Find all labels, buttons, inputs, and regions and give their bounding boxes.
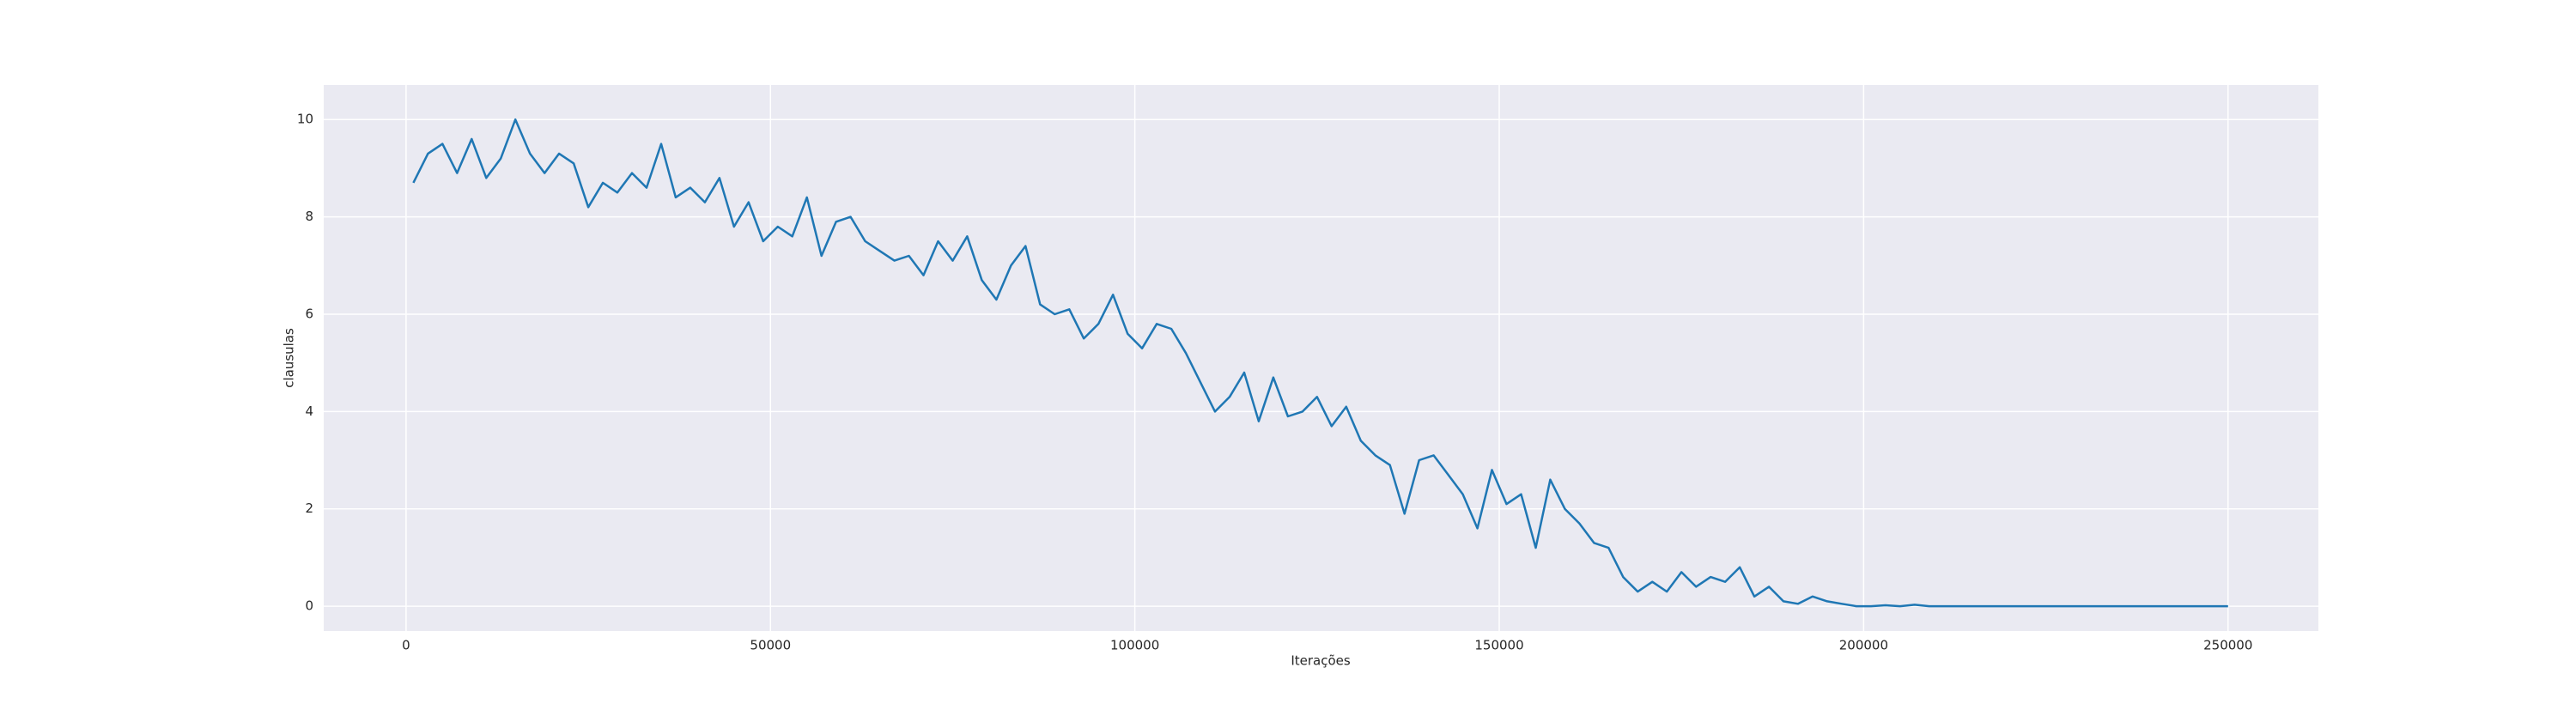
x-axis-label: Iterações — [1291, 653, 1351, 669]
x-tick-label: 250000 — [2203, 638, 2252, 653]
plot-area — [324, 85, 2318, 631]
x-tick-label: 200000 — [1839, 638, 1888, 653]
x-tick-label: 100000 — [1110, 638, 1159, 653]
x-tick-label: 50000 — [750, 638, 791, 653]
data-line — [412, 118, 2228, 608]
y-tick-label: 8 — [305, 209, 313, 224]
y-tick-label: 4 — [305, 404, 313, 419]
grid — [324, 85, 2318, 631]
y-tick-label: 0 — [305, 598, 313, 614]
y-tick-label: 2 — [305, 501, 313, 516]
y-tick-label: 10 — [297, 112, 313, 127]
marks — [412, 118, 2228, 608]
y-axis-label: clausulas — [282, 328, 297, 388]
x-tick-label: 0 — [402, 638, 410, 653]
y-tick-label: 6 — [305, 306, 313, 321]
x-tick-label: 150000 — [1474, 638, 1523, 653]
